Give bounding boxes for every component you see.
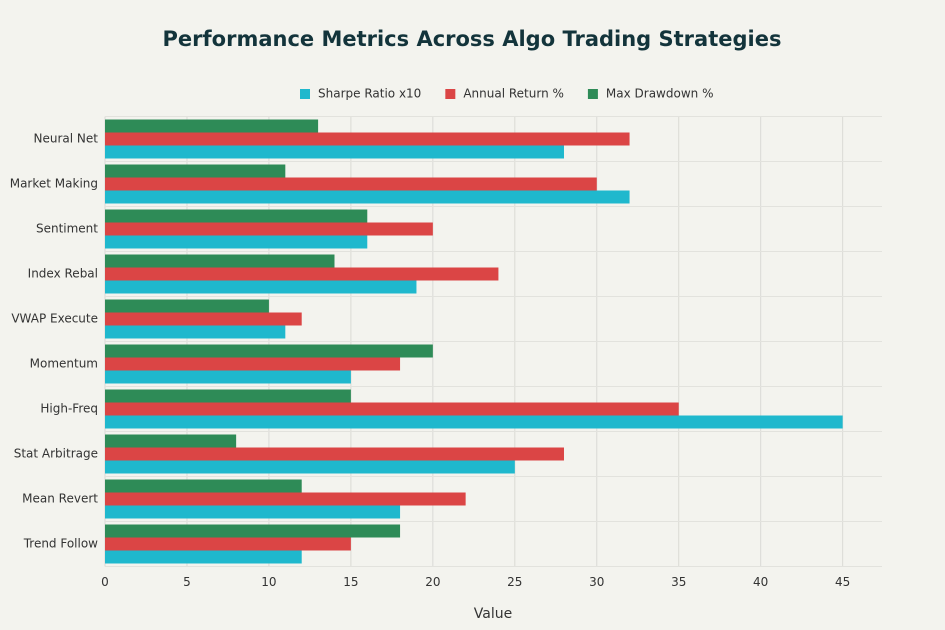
x-tick-label: 30 [589,575,604,589]
y-tick-label: High-Freq [40,402,98,416]
x-tick-label: 0 [101,575,109,589]
y-tick-label: Index Rebal [28,267,98,281]
legend-label: Max Drawdown % [606,87,714,101]
bar [105,145,564,159]
bar [105,325,286,339]
bar [105,280,417,294]
bar [105,447,564,461]
bar [105,550,302,564]
bar [105,370,351,384]
legend-swatch [445,89,456,99]
bar [105,479,302,493]
bar [105,119,319,133]
x-tick-label: 25 [507,575,522,589]
y-tick-label: VWAP Execute [11,312,98,326]
x-tick-label: 40 [753,575,768,589]
bar [105,344,433,358]
bar [105,254,335,268]
bar [105,357,401,371]
bar [105,132,630,146]
bar [105,415,843,429]
chart-title: Performance Metrics Across Algo Trading … [163,27,782,51]
y-tick-label: Sentiment [36,222,98,236]
bar [105,177,597,191]
y-tick-label: Trend Follow [23,537,98,551]
bar [105,402,679,416]
bar [105,190,630,204]
y-tick-label: Market Making [10,177,98,191]
bar [105,524,401,538]
bar [105,537,351,551]
x-tick-label: 45 [835,575,850,589]
x-tick-label: 35 [671,575,686,589]
x-axis-label: Value [474,606,512,622]
bar [105,389,351,403]
bar [105,312,302,326]
y-tick-label: Neural Net [34,132,99,146]
bar [105,164,286,178]
legend-label: Sharpe Ratio x10 [318,87,421,101]
bar [105,235,368,249]
bar [105,460,515,474]
bar [105,299,269,313]
bar [105,209,368,223]
legend-swatch [300,89,310,99]
legend-swatch [587,89,598,99]
x-tick-label: 10 [261,575,276,589]
y-tick-label: Momentum [30,357,98,371]
y-tick-label: Stat Arbitrage [14,447,98,461]
x-tick-label: 15 [343,575,358,589]
bar [105,222,433,236]
bar [105,505,401,519]
legend-label: Annual Return % [463,87,564,101]
bar [105,267,499,281]
bar [105,492,466,506]
x-tick-label: 5 [183,575,191,589]
x-tick-label: 20 [425,575,440,589]
bar [105,434,237,448]
y-tick-label: Mean Revert [22,492,98,506]
